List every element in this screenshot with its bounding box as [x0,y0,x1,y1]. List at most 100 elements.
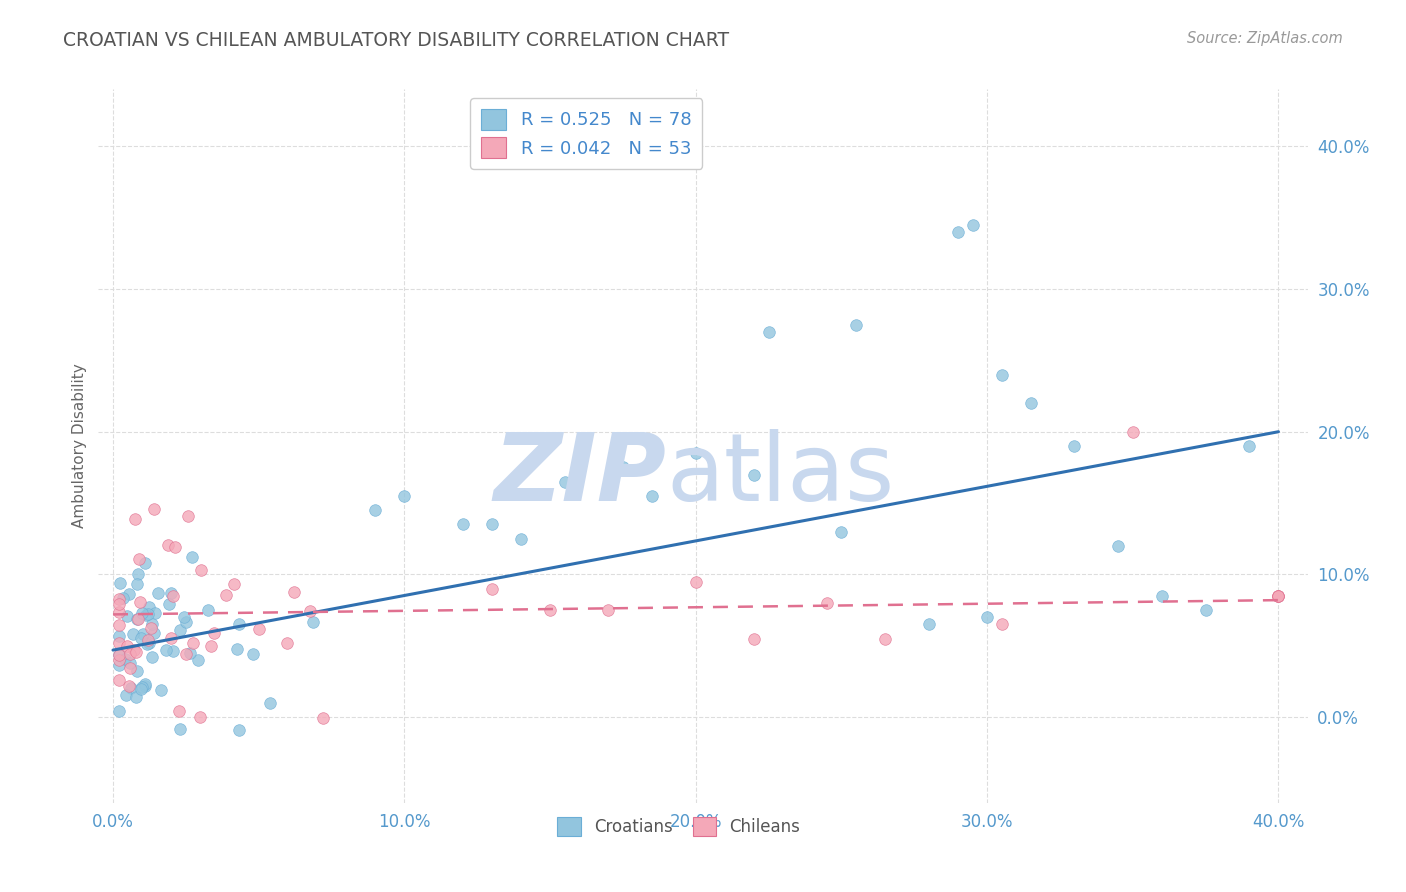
Point [364,503,387,517]
Point [108,605,131,619]
Point [215,588,238,602]
Point [108,597,131,611]
Point [742,467,765,482]
Point [169,704,191,718]
Point [118,680,141,694]
Point [160,586,183,600]
Point [394,489,416,503]
Point [108,648,131,662]
Point [481,582,503,596]
Point [200,640,222,654]
Point [990,368,1012,382]
Point [110,576,132,591]
Point [108,653,131,667]
Point [228,617,250,632]
Point [114,688,136,702]
Point [962,218,984,232]
Point [160,631,183,645]
Point [181,636,204,650]
Point [1019,396,1042,410]
Point [115,609,138,624]
Point [990,617,1012,632]
Point [125,645,148,659]
Point [121,627,143,641]
Point [188,709,211,723]
Point [1122,425,1144,439]
Point [128,552,150,566]
Text: CROATIAN VS CHILEAN AMBULATORY DISABILITY CORRELATION CHART: CROATIAN VS CHILEAN AMBULATORY DISABILIT… [63,31,730,50]
Point [222,576,245,591]
Point [830,524,852,539]
Point [120,681,142,695]
Point [162,643,184,657]
Text: Source: ZipAtlas.com: Source: ZipAtlas.com [1187,31,1343,46]
Point [875,632,897,646]
Point [179,647,201,661]
Text: ZIP: ZIP [494,428,666,521]
Point [129,595,152,609]
Point [276,636,298,650]
Point [127,577,149,591]
Point [118,656,141,670]
Point [108,673,131,688]
Point [117,639,139,653]
Point [146,586,169,600]
Point [129,631,152,645]
Point [173,610,195,624]
Point [127,612,149,626]
Point [131,606,153,620]
Legend: Croatians, Chileans: Croatians, Chileans [547,806,810,846]
Point [169,722,191,736]
Point [108,629,131,643]
Y-axis label: Ambulatory Disability: Ambulatory Disability [72,364,87,528]
Point [598,603,620,617]
Point [190,563,212,577]
Point [685,446,707,460]
Point [138,599,160,614]
Point [138,636,160,650]
Point [156,537,179,551]
Point [641,489,664,503]
Point [108,617,131,632]
Point [481,517,503,532]
Point [1150,589,1173,603]
Point [157,597,180,611]
Text: atlas: atlas [666,428,896,521]
Point [135,608,157,623]
Point [127,567,149,582]
Point [226,642,249,657]
Point [108,591,131,606]
Point [538,603,561,617]
Point [129,682,152,697]
Point [150,682,173,697]
Point [197,603,219,617]
Point [139,621,162,635]
Point [136,633,159,648]
Point [247,622,270,636]
Point [1267,589,1289,603]
Point [112,591,135,605]
Point [132,626,155,640]
Point [1267,589,1289,603]
Point [162,590,184,604]
Point [136,637,159,651]
Point [298,604,321,618]
Point [845,318,868,332]
Point [127,612,149,626]
Point [918,617,941,632]
Point [108,635,131,649]
Point [228,723,250,737]
Point [1239,439,1261,453]
Point [242,647,264,661]
Point [181,550,204,565]
Point [108,704,131,718]
Point [118,587,141,601]
Point [134,557,156,571]
Point [165,541,187,555]
Point [122,643,145,657]
Point [131,681,153,695]
Point [174,615,197,629]
Point [202,625,225,640]
Point [125,664,148,678]
Point [302,615,325,630]
